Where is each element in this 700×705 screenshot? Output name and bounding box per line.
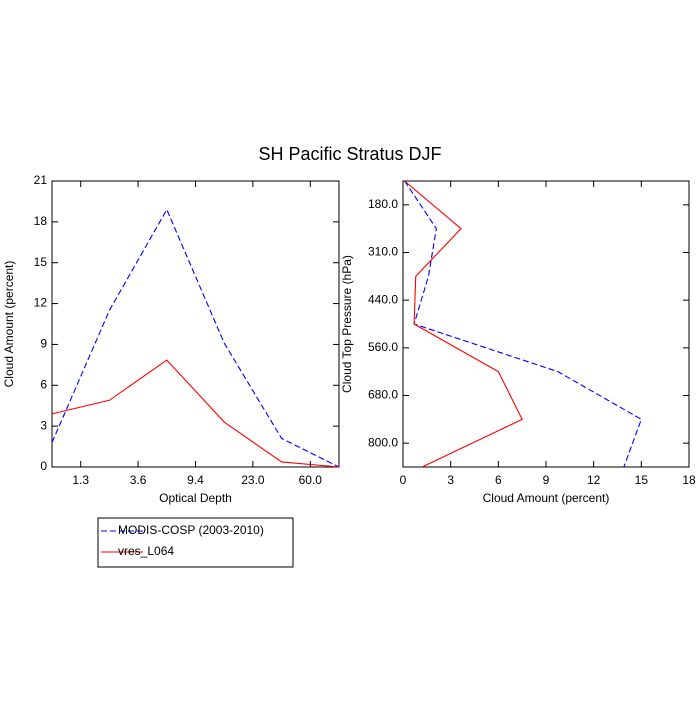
x-tick-label: 60.0 xyxy=(299,473,323,487)
y-tick-label: 15 xyxy=(34,255,48,269)
y-tick-label: 0 xyxy=(40,459,47,473)
y-tick-label: 180.0 xyxy=(368,197,398,211)
y-axis-label: Cloud Top Pressure (hPa) xyxy=(340,255,354,393)
x-tick-label: 15 xyxy=(635,473,649,487)
x-tick-label: 1.3 xyxy=(72,473,89,487)
y-tick-label: 12 xyxy=(34,296,48,310)
y-tick-label: 560.0 xyxy=(368,340,398,354)
x-axis-label: Optical Depth xyxy=(159,491,232,505)
y-tick-label: 680.0 xyxy=(368,388,398,402)
y-tick-label: 9 xyxy=(40,337,47,351)
figure-title: SH Pacific Stratus DJF xyxy=(258,144,441,164)
x-tick-label: 3.6 xyxy=(130,473,147,487)
x-tick-label: 18 xyxy=(682,473,696,487)
y-tick-label: 310.0 xyxy=(368,245,398,259)
x-tick-label: 9.4 xyxy=(187,473,204,487)
y-tick-label: 6 xyxy=(40,377,47,391)
x-tick-label: 23.0 xyxy=(241,473,265,487)
x-tick-label: 6 xyxy=(495,473,502,487)
y-tick-label: 18 xyxy=(34,214,48,228)
x-tick-label: 3 xyxy=(447,473,454,487)
legend-box xyxy=(97,517,294,568)
legend-label: MODIS-COSP (2003-2010) xyxy=(118,523,264,537)
y-tick-label: 21 xyxy=(34,173,48,187)
data-line xyxy=(51,208,340,468)
y-axis-label: Cloud Amount (percent) xyxy=(2,261,16,388)
data-line xyxy=(51,359,340,468)
x-axis-label: Cloud Amount (percent) xyxy=(483,491,610,505)
legend-label: vres_L064 xyxy=(118,544,174,558)
data-line xyxy=(404,180,523,468)
x-tick-label: 0 xyxy=(400,473,407,487)
y-tick-label: 3 xyxy=(40,418,47,432)
x-tick-label: 12 xyxy=(587,473,601,487)
x-tick-label: 9 xyxy=(543,473,550,487)
y-tick-label: 800.0 xyxy=(368,435,398,449)
y-tick-label: 440.0 xyxy=(368,292,398,306)
